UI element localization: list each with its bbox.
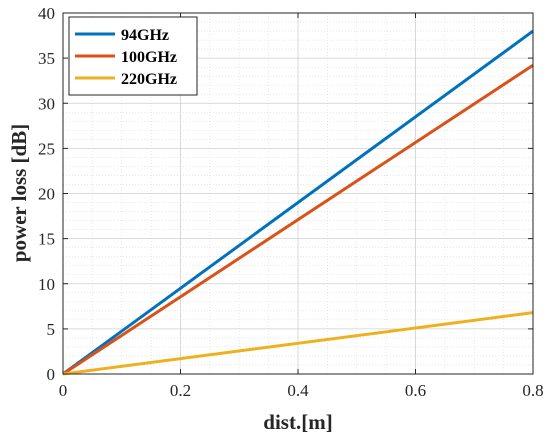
x-axis-label: dist.[m] xyxy=(263,410,332,434)
y-tick-label: 5 xyxy=(47,320,56,339)
x-tick-label: 0.4 xyxy=(287,381,309,400)
y-tick-label: 20 xyxy=(38,185,55,204)
x-tick-label: 0.6 xyxy=(405,381,426,400)
y-tick-label: 15 xyxy=(38,230,55,249)
axis-ticks xyxy=(62,12,534,375)
legend-label: 100GHz xyxy=(121,49,177,66)
y-axis-label: power loss [dB] xyxy=(7,124,31,262)
y-tick-label: 10 xyxy=(38,275,55,294)
y-tick-label: 25 xyxy=(38,139,55,158)
y-tick-labels: 0 5 10 15 20 25 30 35 40 xyxy=(38,4,55,384)
series-line-94ghz xyxy=(62,29,534,376)
series-line-220ghz xyxy=(62,311,534,376)
legend-label: 94GHz xyxy=(121,27,169,44)
series-layer xyxy=(62,29,534,376)
legend-label: 220GHz xyxy=(121,71,177,88)
y-tick-label: 0 xyxy=(47,365,56,384)
x-tick-label: 0 xyxy=(59,381,68,400)
x-tick-labels: 0 0.2 0.4 0.6 0.8 xyxy=(59,381,544,400)
x-tick-label: 0.8 xyxy=(522,381,543,400)
y-tick-label: 35 xyxy=(38,49,55,68)
series-line-100ghz xyxy=(62,64,534,376)
y-tick-label: 30 xyxy=(38,94,55,113)
y-tick-label: 40 xyxy=(38,4,55,23)
legend: 94GHz 100GHz 220GHz xyxy=(68,16,198,96)
x-tick-label: 0.2 xyxy=(170,381,191,400)
